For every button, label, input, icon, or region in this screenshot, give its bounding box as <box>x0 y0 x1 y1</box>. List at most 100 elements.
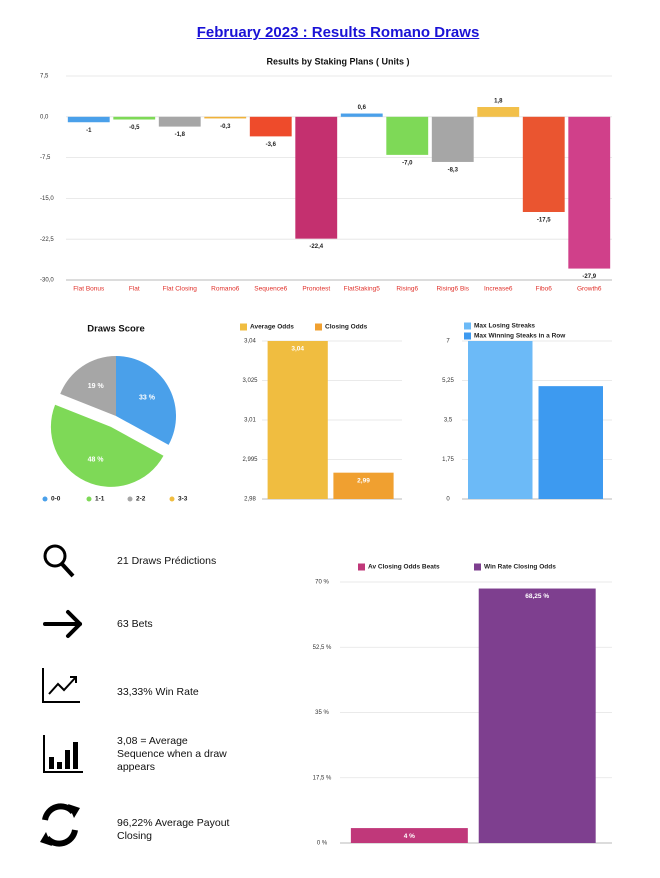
legend-swatch <box>315 323 322 331</box>
x-tick-label: Flat Bonus <box>73 286 105 293</box>
stat-text: 3,08 = Average Sequence when a draw appe… <box>117 735 227 773</box>
y-tick-label: 52,5 % <box>313 645 332 651</box>
y-tick-label: 3,5 <box>444 418 453 424</box>
legend-label: 3-3 <box>178 496 188 503</box>
x-tick-label: Fibo6 <box>536 286 553 293</box>
value-label: -0,3 <box>220 124 231 130</box>
value-label: 2,99 <box>357 477 370 484</box>
icon-refresh <box>40 803 80 847</box>
legend-label: Av Closing Odds Beats <box>368 564 440 571</box>
bar <box>158 116 201 127</box>
value-label: 1,8 <box>494 99 503 105</box>
legend-swatch <box>127 496 133 502</box>
page-title: February 2023 : Results Romano Draws <box>196 24 480 41</box>
legend-label: 2-2 <box>136 496 146 503</box>
y-tick-label: 3,01 <box>244 418 256 424</box>
stat-text: 21 Draws Prédictions <box>117 555 217 567</box>
chart-title: Results by Staking Plans ( Units ) <box>266 56 409 66</box>
value-label: 48 % <box>88 456 105 463</box>
legend-label: Max Winning Steaks in a Row <box>474 333 566 340</box>
bar <box>267 341 328 499</box>
y-tick-label: -15,0 <box>40 196 54 202</box>
value-label: -27,9 <box>582 274 596 280</box>
x-tick-label: Pronotest <box>302 286 330 293</box>
value-label: -8,3 <box>448 168 459 174</box>
icon-line-chart <box>42 668 80 703</box>
value-label: -0,5 <box>129 125 140 131</box>
y-tick-label: 7,5 <box>40 74 49 80</box>
bar <box>478 588 596 843</box>
bar <box>340 113 383 117</box>
y-tick-label: 1,75 <box>442 457 454 463</box>
x-tick-label: Flat <box>129 286 140 293</box>
value-label: 19 % <box>88 383 105 390</box>
value-label: 4 % <box>404 833 415 840</box>
x-tick-label: Flat Closing <box>163 286 198 293</box>
icon-arrow <box>43 610 82 638</box>
legend-label: Win Rate Closing Odds <box>484 564 556 571</box>
legend-swatch <box>464 332 471 340</box>
x-tick-label: Growth6 <box>577 286 602 293</box>
y-tick-label: 7 <box>446 339 450 345</box>
icon-bar-chart <box>43 735 83 773</box>
pie-slice <box>60 356 116 416</box>
bar <box>249 116 292 137</box>
value-label: 68,25 % <box>525 593 549 600</box>
y-tick-label: 0 <box>446 497 450 503</box>
pie-slice <box>116 356 176 445</box>
y-tick-label: 3,04 <box>244 339 256 345</box>
bar <box>522 116 565 212</box>
y-tick-label: 70 % <box>315 580 329 586</box>
legend-label: 1-1 <box>95 496 105 503</box>
value-label: -17,5 <box>537 218 551 224</box>
x-tick-label: Rising6 <box>396 286 418 293</box>
legend-label: Closing Odds <box>325 324 368 331</box>
bar <box>333 472 394 499</box>
bar <box>431 116 474 162</box>
value-label: -1,8 <box>175 132 186 138</box>
y-tick-label: 5,25 <box>442 378 454 384</box>
value-label: 33 % <box>139 395 156 402</box>
y-tick-label: 3,025 <box>242 378 258 384</box>
value-label: 0,6 <box>358 105 367 111</box>
stat-text: 96,22% Average Payout Closing <box>117 817 230 842</box>
y-tick-label: 35 % <box>315 710 329 716</box>
value-label: -1 <box>86 128 92 134</box>
bar <box>477 107 520 117</box>
legend-swatch <box>86 496 92 502</box>
chart-title: Draws Score <box>87 324 145 335</box>
y-tick-label: 2,995 <box>242 457 258 463</box>
bar <box>468 341 533 499</box>
y-tick-label: 0,0 <box>40 114 49 120</box>
legend-swatch <box>42 496 48 502</box>
x-tick-label: Increase6 <box>484 286 513 293</box>
y-tick-label: 17,5 % <box>313 775 332 781</box>
legend-swatch <box>169 496 175 502</box>
legend-swatch <box>358 563 365 571</box>
legend-swatch <box>464 322 471 330</box>
pie-slice <box>50 404 164 487</box>
value-label: -7,0 <box>402 160 413 166</box>
legend-label: Average Odds <box>250 324 294 331</box>
y-tick-label: 0 % <box>317 841 328 847</box>
bar <box>568 116 611 269</box>
stat-text: 33,33% Win Rate <box>117 686 199 698</box>
value-label: 3,04 <box>291 346 304 353</box>
x-tick-label: Sequence6 <box>254 286 287 293</box>
y-tick-label: 2,98 <box>244 497 256 503</box>
x-tick-label: FlatStaking5 <box>344 286 381 293</box>
x-tick-label: Romano6 <box>211 286 240 293</box>
bar <box>538 386 603 499</box>
bar <box>204 116 247 119</box>
icon-search <box>43 544 75 578</box>
bar <box>113 116 156 120</box>
bar <box>386 116 429 155</box>
bar <box>350 828 468 843</box>
bar <box>295 116 338 239</box>
legend-label: Max Losing Streaks <box>474 323 535 330</box>
y-tick-label: -30,0 <box>40 278 54 284</box>
y-tick-label: -22,5 <box>40 237 54 243</box>
legend-swatch <box>474 563 481 571</box>
